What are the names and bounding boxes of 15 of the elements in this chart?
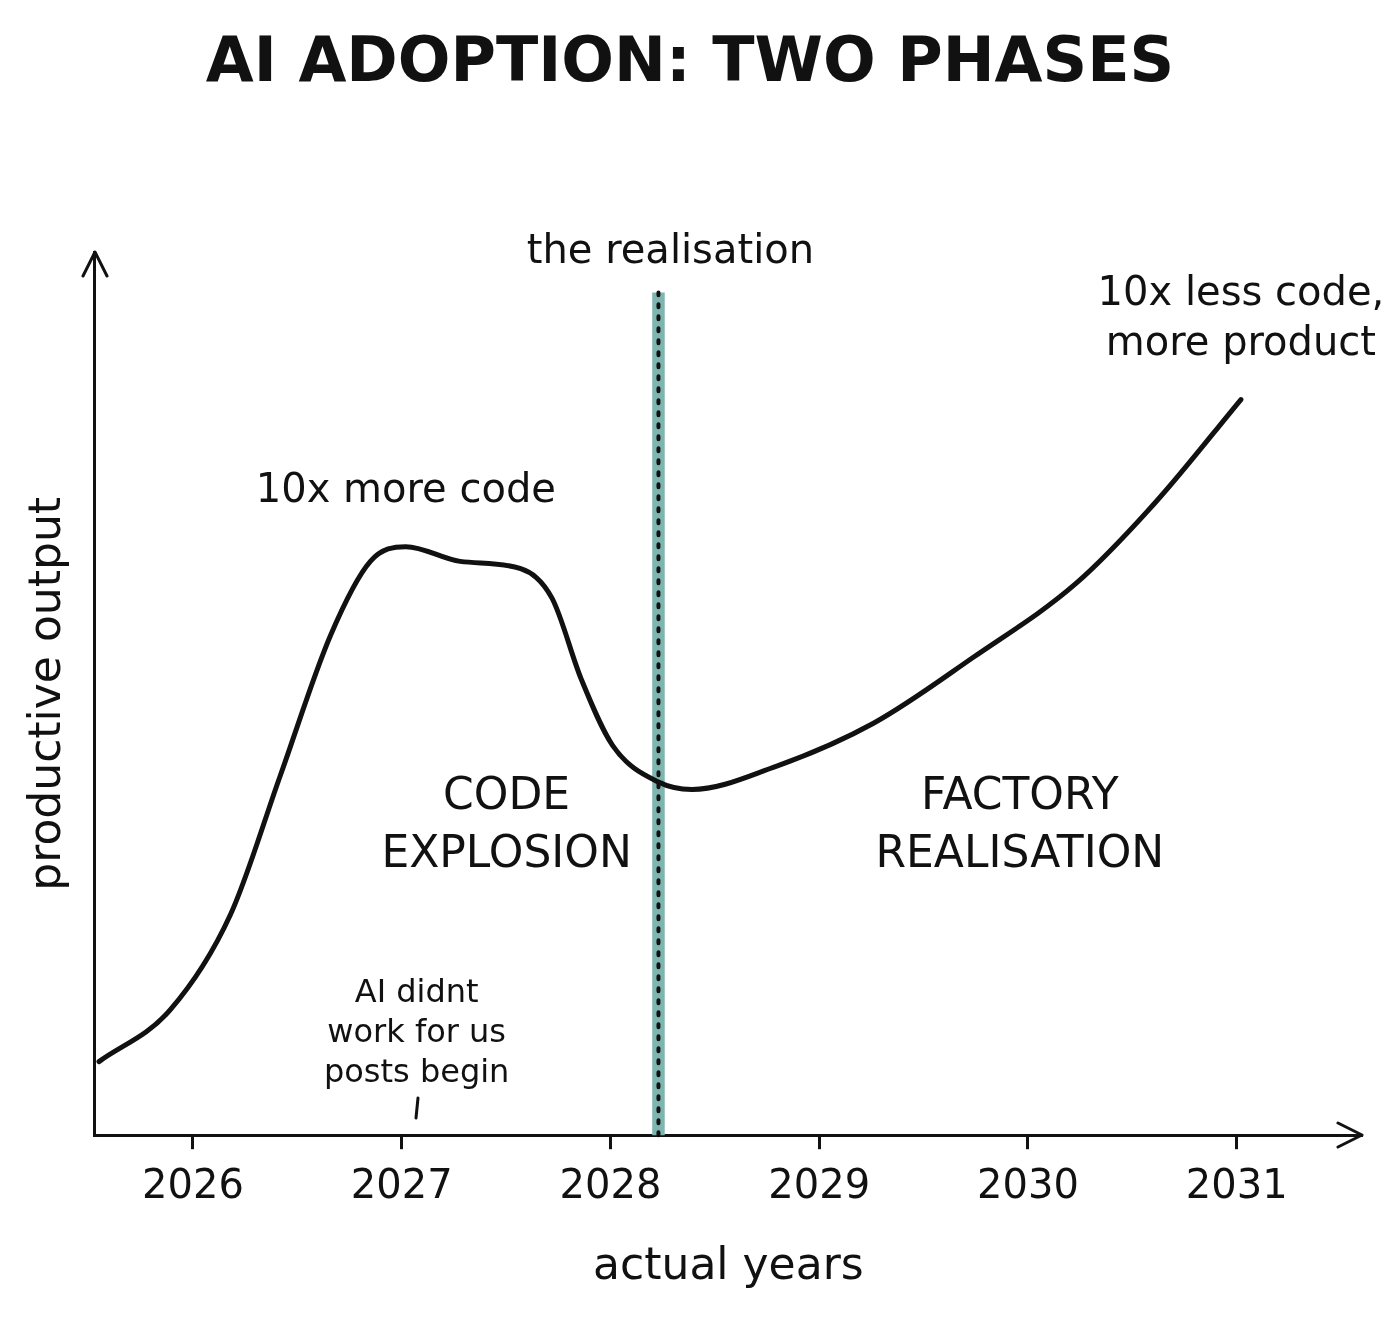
x-tick-label: 2027 xyxy=(350,1160,453,1207)
x-axis-title: actual years xyxy=(593,1238,864,1290)
x-tick-label: 2030 xyxy=(977,1160,1079,1207)
x-tick-label: 2028 xyxy=(559,1160,662,1207)
annotation: CODE EXPLOSION xyxy=(381,767,632,877)
y-axis-title: productive output xyxy=(18,496,70,891)
chart-title: AI ADOPTION: TWO PHASES xyxy=(205,23,1175,97)
annotation: AI didnt work for us posts begin xyxy=(323,971,510,1090)
annotation: 10x less code, more product xyxy=(1097,267,1385,364)
x-tick-label: 2031 xyxy=(1185,1160,1288,1207)
annotation: FACTORY REALISATION xyxy=(875,767,1165,877)
x-tick-label: 2029 xyxy=(768,1160,871,1207)
x-tick-label: 2026 xyxy=(142,1160,244,1207)
annotation: 10x more code xyxy=(255,465,556,512)
ref-line-label: the realisation xyxy=(526,225,815,272)
